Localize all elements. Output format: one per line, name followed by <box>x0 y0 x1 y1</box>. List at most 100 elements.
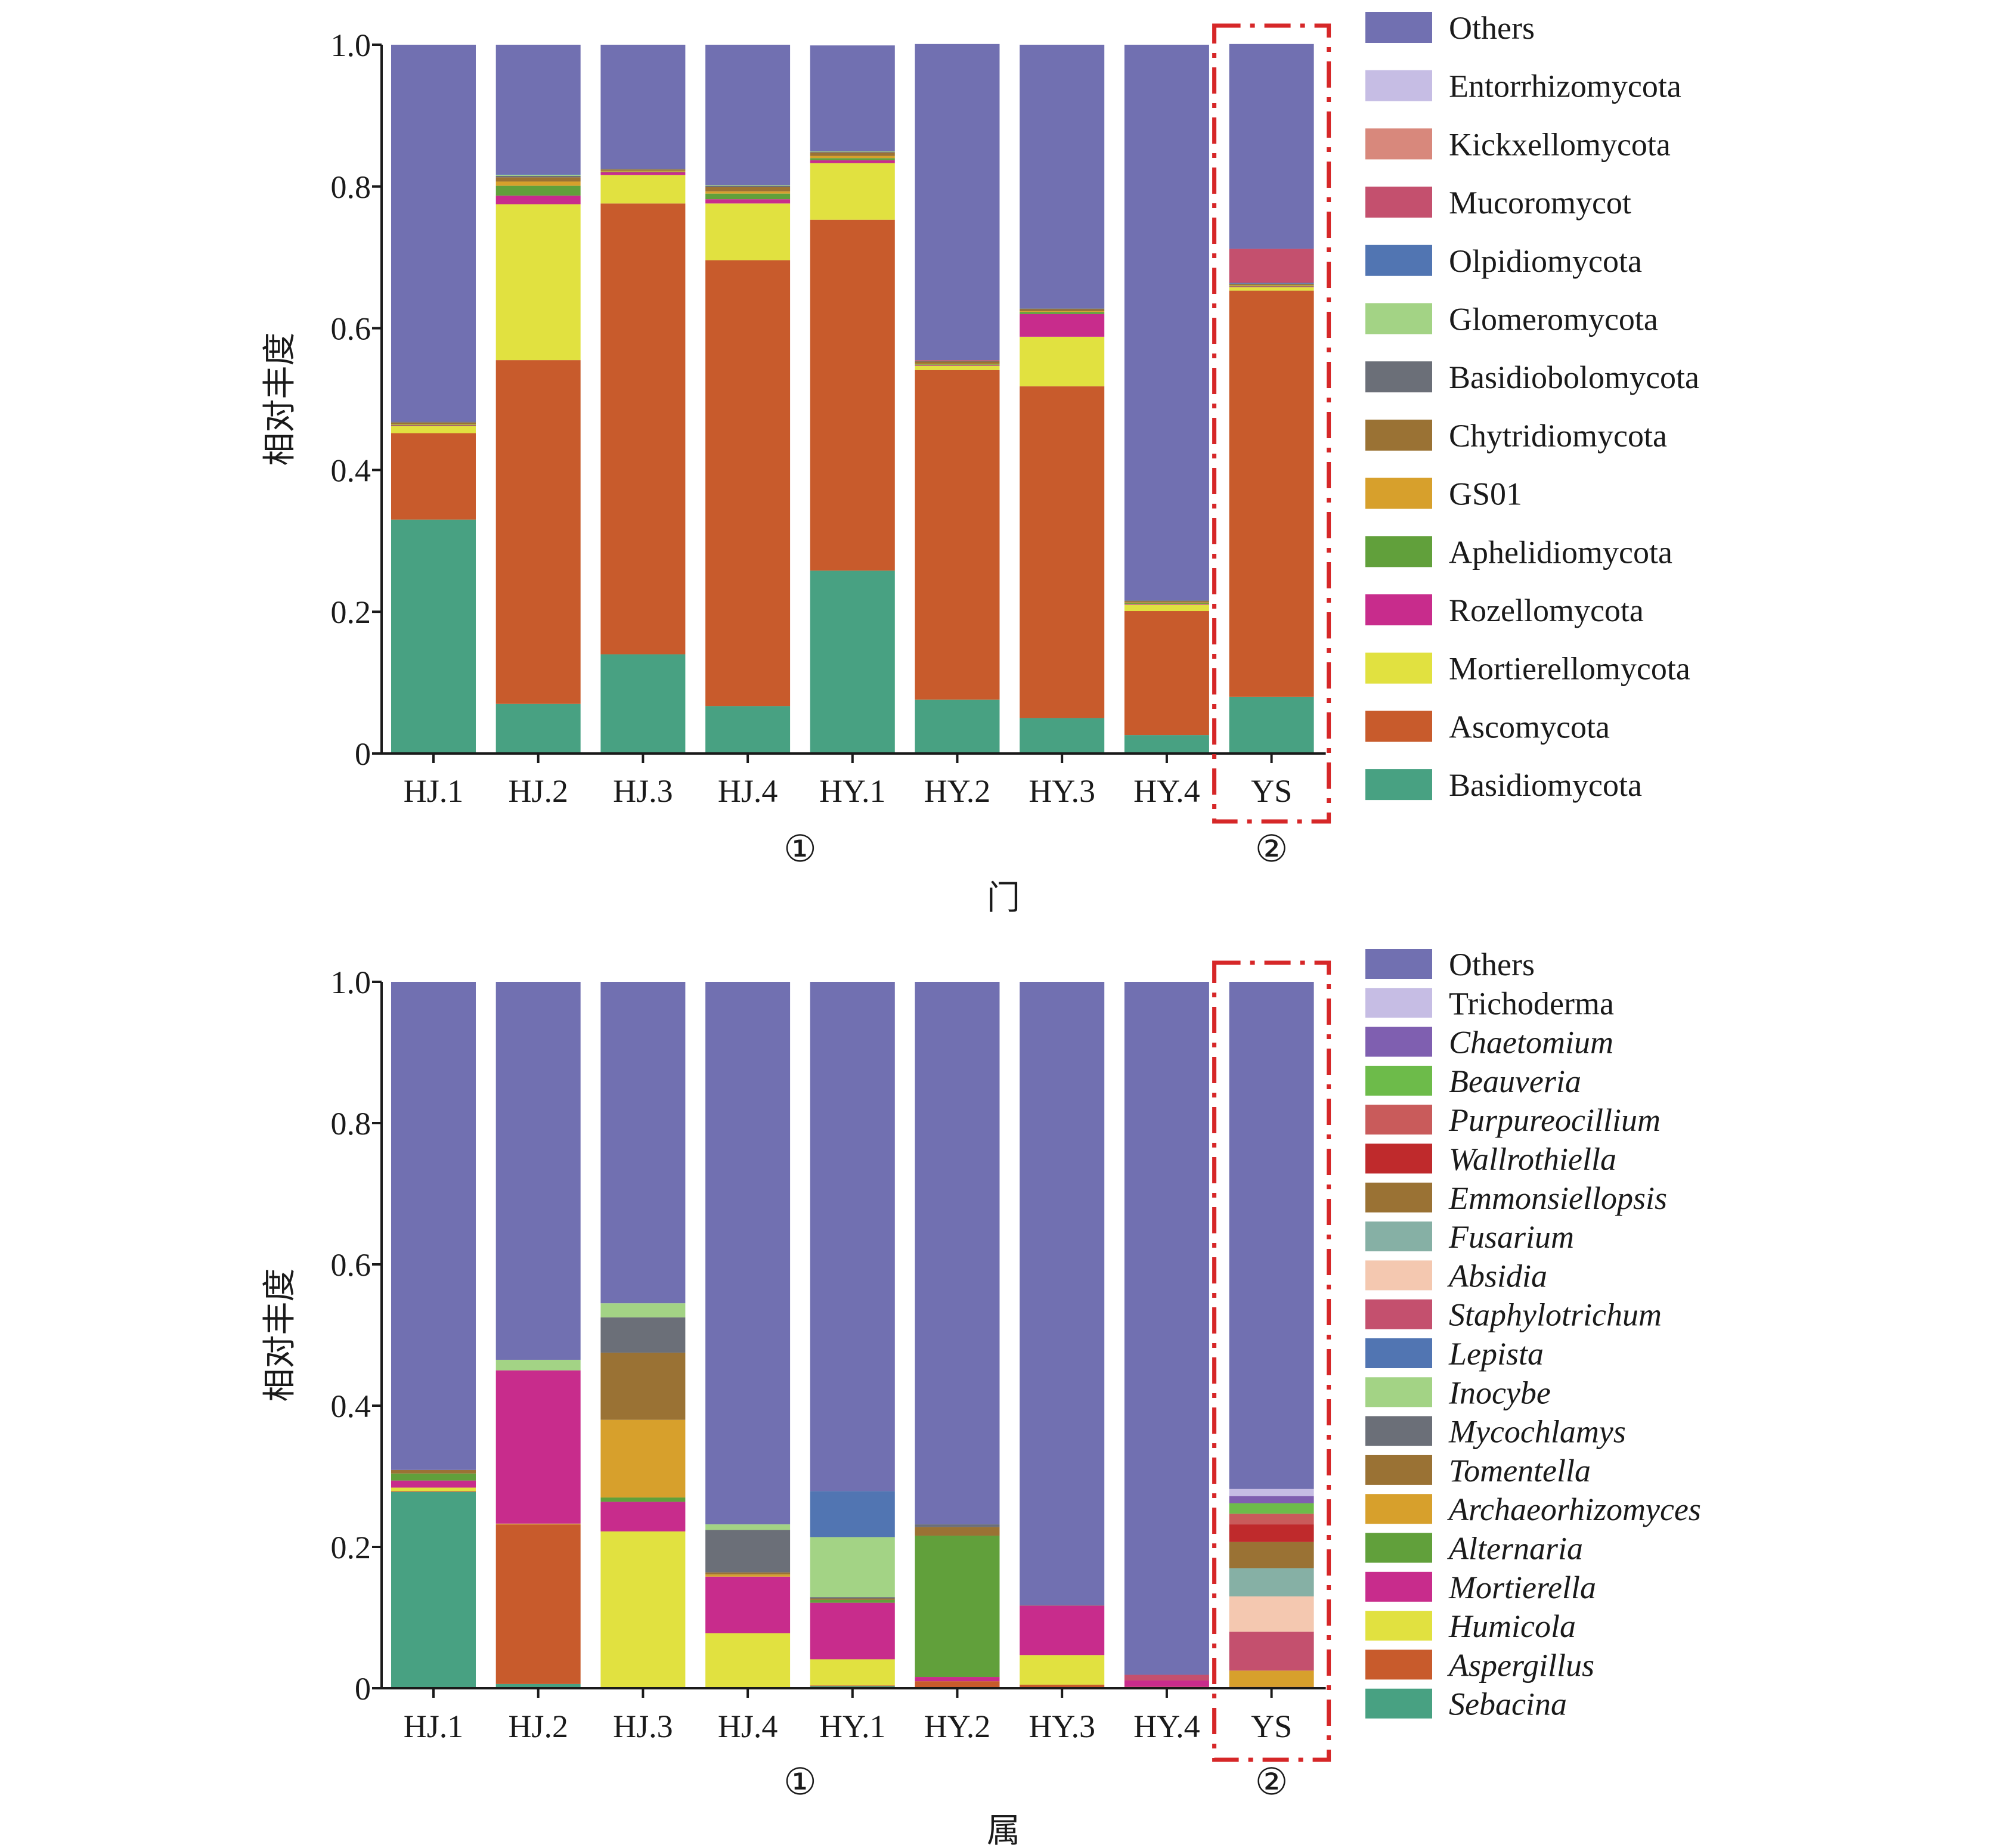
bar-segment-hj3-chytridiomycota <box>600 169 686 171</box>
bar-segment-hj4-inocybe <box>705 1524 791 1530</box>
x-tick-label: HY.3 <box>1029 773 1095 809</box>
legend-label: Ascomycota <box>1449 709 1610 745</box>
bar-segment-hy4-basidiobolomycota <box>1124 600 1209 601</box>
bar-segment-ys-purpureocillium <box>1229 1514 1314 1525</box>
y-axis-title: 相对丰度 <box>261 1269 299 1402</box>
bar-segment-hj2-aspergillus <box>495 1524 581 1684</box>
legend-label: Mycochlamys <box>1448 1414 1626 1450</box>
bar-segment-hj3-others <box>600 982 686 1304</box>
bar-segment-hy4-staphylotrichum <box>1124 1675 1209 1680</box>
y-tick-label: 0.8 <box>331 1106 371 1142</box>
bar-segment-hj3-mortierella <box>600 1502 686 1531</box>
legend-swatch <box>1365 1027 1432 1057</box>
bar-segment-hy1-mortierella <box>810 1602 895 1660</box>
legend-swatch <box>1365 949 1432 979</box>
group-label: ② <box>1255 829 1288 870</box>
bar-segment-hy1-rozellomycota <box>810 160 895 163</box>
legend-label: Beauveria <box>1449 1063 1581 1099</box>
bar-segment-hy3-humicola <box>1020 1655 1105 1685</box>
bar-segment-hj2-ascomycota <box>495 360 581 704</box>
legend-label: Tomentella <box>1449 1453 1591 1489</box>
bar-segment-hy2-alternaria <box>915 1536 1000 1678</box>
y-tick-label: 0.8 <box>331 169 371 205</box>
x-tick-label: HJ.1 <box>404 773 464 809</box>
bar-segment-hy2-basidiomycota <box>915 699 1000 754</box>
bar-segment-hy3-aphelidiomycota <box>1020 312 1105 314</box>
legend-swatch <box>1365 1494 1432 1524</box>
bar-segment-hj3-ascomycota <box>600 203 686 655</box>
bar-segment-hj3-humicola <box>600 1531 686 1688</box>
y-tick-label: 0.4 <box>331 1388 371 1424</box>
x-tick-label: HY.3 <box>1029 1709 1095 1744</box>
legend-label: Aphelidiomycota <box>1449 534 1672 570</box>
legend-swatch <box>1365 1299 1432 1329</box>
y-tick-label: 0 <box>355 736 371 772</box>
bar-segment-hy2-aphelidiomycota <box>915 364 1000 365</box>
bar-segment-hy4-others <box>1124 982 1209 1675</box>
bar-segment-hj2-basidiobolomycota <box>495 175 581 178</box>
bar-segment-hy1-basidiobolomycota <box>810 151 895 153</box>
legend-label: Olpidiomycota <box>1449 243 1642 279</box>
bar-segment-hy3-basidiobolomycota <box>1020 308 1105 309</box>
bar-segment-hj1-sebacina <box>391 1492 476 1688</box>
bar-segment-hy1-others <box>810 982 895 1492</box>
bar-segment-hy4-mortierellomycota <box>1124 604 1209 612</box>
legend-swatch <box>1365 1649 1432 1680</box>
bar-segment-hj2-gs01 <box>495 181 581 186</box>
legend-label: Alternaria <box>1447 1531 1583 1567</box>
bar-segment-hj4-mycochlamys <box>705 1530 791 1573</box>
bar-segment-ys-olpidiomycota <box>1229 283 1314 284</box>
bar-segment-hj2-rozellomycota <box>495 196 581 204</box>
bar-segment-hy4-basidiomycota <box>1124 735 1209 754</box>
bar-segment-hj4-aphelidiomycota <box>705 193 791 200</box>
group-label: ② <box>1255 1762 1288 1803</box>
bar-segment-ys-others <box>1229 982 1314 1489</box>
bar-segment-hj1-tomentella <box>391 1469 476 1474</box>
bar-segment-hj1-aphelidiomycota <box>391 424 476 426</box>
legend-label: Basidiomycota <box>1449 767 1642 803</box>
legend-label: Inocybe <box>1448 1375 1551 1410</box>
legend-swatch <box>1365 1105 1432 1135</box>
legend-swatch <box>1365 1221 1432 1252</box>
x-axis-title: 属 <box>987 1812 1020 1848</box>
y-tick-label: 0.2 <box>331 1530 371 1565</box>
bar-segment-hj1-mortierella <box>391 1480 476 1488</box>
legend-swatch <box>1365 128 1432 160</box>
legend-swatch <box>1365 70 1432 101</box>
bar-segment-hy3-aspergillus <box>1020 1685 1105 1688</box>
y-tick-label: 0.4 <box>331 452 371 488</box>
bar-segment-hj4-basidiobolomycota <box>705 185 791 187</box>
bar-segment-hy1-mycochlamys <box>810 1597 895 1599</box>
bar-segment-hy2-ascomycota <box>915 370 1000 700</box>
bar-segment-hj4-archaeorhizomyces <box>705 1574 791 1577</box>
x-tick-label: HY.1 <box>819 1709 886 1744</box>
legend-label: Lepista <box>1448 1336 1544 1372</box>
legend-label: Purpureocillium <box>1448 1102 1661 1138</box>
bar-segment-hy1-lepista <box>810 1491 895 1537</box>
bar-segment-ys-archaeorhizomyces <box>1229 1670 1314 1687</box>
x-tick-label: HJ.2 <box>508 773 568 809</box>
x-tick-label: HJ.4 <box>718 773 778 809</box>
bar-segment-hy2-aspergillus <box>915 1681 1000 1688</box>
bar-segment-hj2-mortierellomycota <box>495 204 581 361</box>
highlight-box <box>1212 960 1331 1762</box>
bar-segment-hj4-chytridiomycota <box>705 187 791 192</box>
bar-segment-hj1-ascomycota <box>391 433 476 520</box>
y-tick-label: 0.6 <box>331 311 371 347</box>
x-tick-label: HJ.1 <box>404 1709 464 1744</box>
legend-label: Mucoromycot <box>1449 185 1631 221</box>
bar-segment-hy3-basidiomycota <box>1020 718 1105 754</box>
bar-segment-hj2-aphelidiomycota <box>495 185 581 196</box>
bar-segment-hy1-chytridiomycota <box>810 152 895 156</box>
legend-swatch <box>1365 652 1432 684</box>
bar-segment-hj3-rozellomycota <box>600 172 686 175</box>
legend-swatch <box>1365 1571 1432 1602</box>
legend-label: Glomeromycota <box>1449 302 1658 337</box>
x-tick-label: HY.4 <box>1133 1709 1200 1744</box>
bar-segment-hy1-mortierellomycota <box>810 163 895 220</box>
bar-segment-hj3-others <box>600 45 686 169</box>
y-axis-title: 相对丰度 <box>261 333 299 466</box>
legend-swatch <box>1365 1065 1432 1096</box>
legend-swatch <box>1365 1533 1432 1563</box>
legend-swatch <box>1365 1416 1432 1446</box>
